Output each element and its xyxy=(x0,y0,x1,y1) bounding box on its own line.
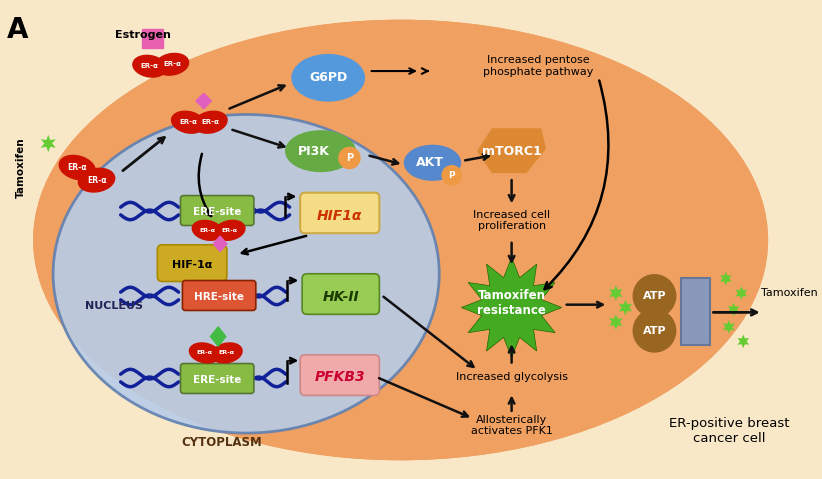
Polygon shape xyxy=(727,303,740,316)
Circle shape xyxy=(633,309,676,352)
FancyBboxPatch shape xyxy=(157,245,227,282)
Polygon shape xyxy=(196,93,211,109)
Text: ERE-site: ERE-site xyxy=(193,375,242,385)
Text: CYTOPLASM: CYTOPLASM xyxy=(182,436,262,449)
Text: ER-α: ER-α xyxy=(219,351,235,355)
Text: Increased cell
proliferation: Increased cell proliferation xyxy=(473,210,550,231)
Ellipse shape xyxy=(292,55,364,101)
Text: Allosterically
activates PFK1: Allosterically activates PFK1 xyxy=(471,414,552,436)
Polygon shape xyxy=(41,135,56,152)
Text: ER-α: ER-α xyxy=(67,163,87,172)
Text: ATP: ATP xyxy=(643,326,667,336)
Ellipse shape xyxy=(215,220,245,240)
Ellipse shape xyxy=(78,168,115,192)
Text: P: P xyxy=(346,153,353,163)
Ellipse shape xyxy=(172,111,205,133)
Ellipse shape xyxy=(211,343,242,363)
Text: PI3K: PI3K xyxy=(298,145,330,158)
Text: Increased glycolysis: Increased glycolysis xyxy=(455,372,568,382)
Ellipse shape xyxy=(59,155,95,180)
Text: P: P xyxy=(449,171,455,180)
Polygon shape xyxy=(720,272,732,285)
Circle shape xyxy=(442,166,461,185)
Text: Tamoxifen
resistance: Tamoxifen resistance xyxy=(478,289,546,317)
Text: ER-α: ER-α xyxy=(200,228,215,233)
FancyBboxPatch shape xyxy=(0,8,793,471)
Ellipse shape xyxy=(53,114,439,433)
Text: HIF-1α: HIF-1α xyxy=(172,260,212,270)
Text: HIF1α: HIF1α xyxy=(317,209,363,223)
Text: ER-α: ER-α xyxy=(196,351,213,355)
Text: HK-II: HK-II xyxy=(322,290,359,304)
Text: mTORC1: mTORC1 xyxy=(482,145,542,158)
Text: ER-α: ER-α xyxy=(87,176,106,184)
Text: ER-α: ER-α xyxy=(222,228,238,233)
Ellipse shape xyxy=(194,111,227,133)
FancyBboxPatch shape xyxy=(300,193,380,233)
FancyBboxPatch shape xyxy=(681,278,709,345)
Polygon shape xyxy=(723,320,735,333)
Text: G6PD: G6PD xyxy=(309,71,348,84)
Ellipse shape xyxy=(34,21,768,459)
Polygon shape xyxy=(609,285,622,301)
Circle shape xyxy=(633,275,676,317)
Text: ATP: ATP xyxy=(643,291,667,301)
Text: HRE-site: HRE-site xyxy=(194,292,244,302)
Ellipse shape xyxy=(34,21,768,459)
Ellipse shape xyxy=(189,343,220,363)
Text: AKT: AKT xyxy=(416,156,444,169)
Polygon shape xyxy=(478,129,546,172)
Polygon shape xyxy=(619,300,632,315)
Text: Tamoxifen: Tamoxifen xyxy=(760,288,817,298)
Ellipse shape xyxy=(155,54,188,75)
FancyArrowPatch shape xyxy=(199,154,211,216)
Ellipse shape xyxy=(404,146,460,180)
Polygon shape xyxy=(737,335,749,348)
Text: ER-α: ER-α xyxy=(179,119,197,125)
FancyBboxPatch shape xyxy=(142,29,163,48)
Polygon shape xyxy=(609,314,622,330)
Text: ER-α: ER-α xyxy=(141,63,159,69)
Text: PFKB3: PFKB3 xyxy=(315,370,365,384)
Text: Increased pentose
phosphate pathway: Increased pentose phosphate pathway xyxy=(483,56,593,77)
Ellipse shape xyxy=(133,56,166,77)
Polygon shape xyxy=(214,236,227,251)
FancyArrowPatch shape xyxy=(544,80,608,289)
Circle shape xyxy=(339,148,360,169)
Polygon shape xyxy=(461,257,561,358)
Text: A: A xyxy=(7,15,28,44)
Ellipse shape xyxy=(286,131,355,171)
Text: Tamoxifen: Tamoxifen xyxy=(16,137,26,198)
Text: Estrogen: Estrogen xyxy=(115,30,171,40)
FancyBboxPatch shape xyxy=(181,195,254,226)
Text: ER-α: ER-α xyxy=(163,61,181,67)
Text: ERE-site: ERE-site xyxy=(193,207,242,217)
Text: NUCLEUS: NUCLEUS xyxy=(85,301,143,310)
FancyBboxPatch shape xyxy=(302,274,380,314)
Polygon shape xyxy=(736,286,747,300)
Ellipse shape xyxy=(192,220,223,240)
Text: ER-positive breast
cancer cell: ER-positive breast cancer cell xyxy=(668,417,789,445)
FancyBboxPatch shape xyxy=(182,281,256,310)
FancyBboxPatch shape xyxy=(300,355,380,395)
Polygon shape xyxy=(210,327,226,346)
Text: ER-α: ER-α xyxy=(201,119,219,125)
FancyBboxPatch shape xyxy=(181,364,254,393)
